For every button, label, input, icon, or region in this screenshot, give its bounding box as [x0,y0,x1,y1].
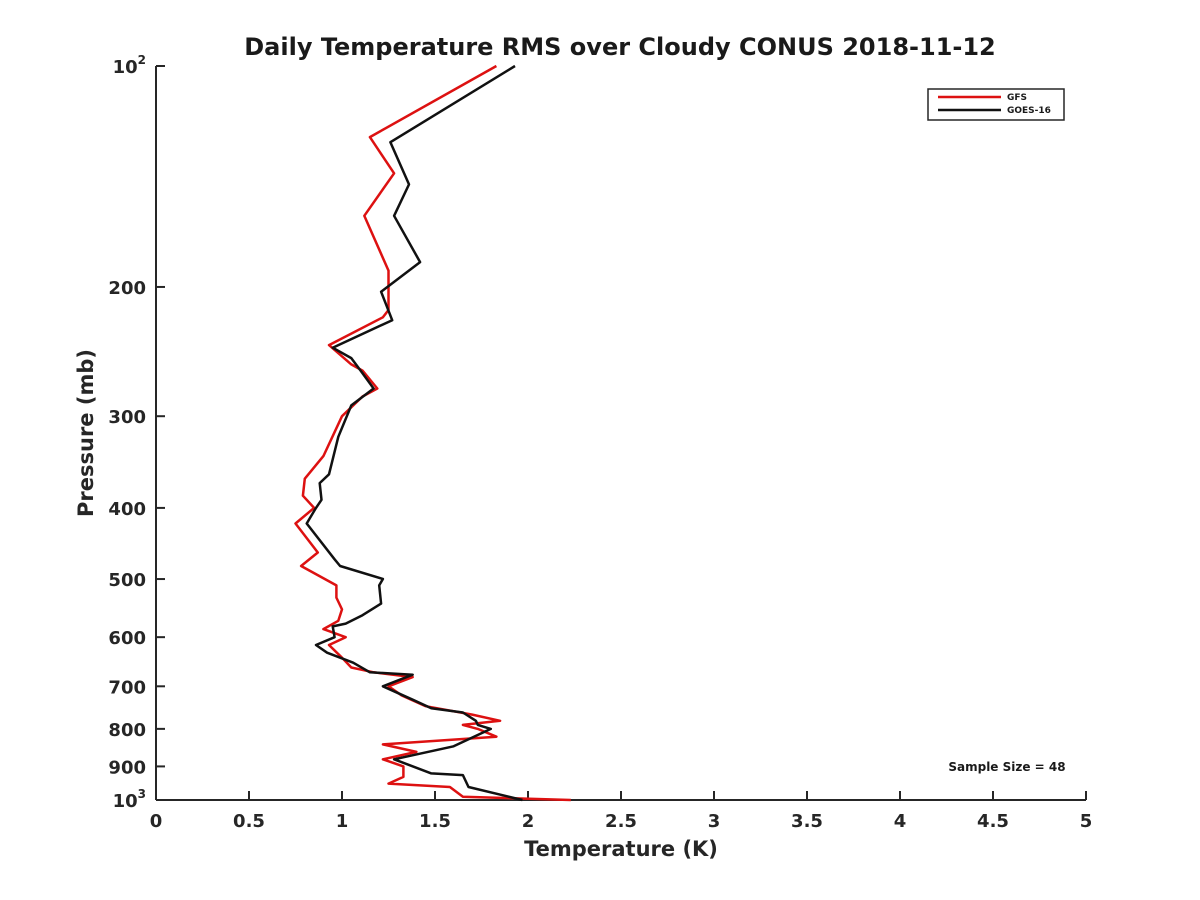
y-tick-label: 700 [108,677,146,698]
x-tick-label: 0.5 [233,811,265,832]
y-tick-label: 400 [108,499,146,520]
y-axis-ticks: 102 200 300 400 500 600 700 800 900 103 [108,53,165,812]
x-tick-label: 2 [522,811,535,832]
y-tick-label: 800 [108,720,146,741]
x-axis-ticks: 0 0.5 1 1.5 2 2.5 3 3.5 4 4.5 5 [150,791,1093,832]
y-tick-label: 600 [108,628,146,649]
y-tick-label: 300 [108,407,146,428]
x-tick-label: 3.5 [791,811,823,832]
legend-box [927,88,1065,121]
x-tick-label: 2.5 [605,811,637,832]
x-tick-label: 0 [150,811,163,832]
legend: GFS GOES-16 [927,88,1065,121]
y-tick-label: 900 [108,757,146,778]
x-tick-label: 4.5 [977,811,1009,832]
legend-label-gfs: GFS [1007,93,1027,103]
y-tick-label: 200 [108,278,146,299]
legend-label-goes-16: GOES-16 [1007,106,1051,116]
series-line-goes-16 [305,64,523,802]
chart-title: Daily Temperature RMS over Cloudy CONUS … [244,33,996,61]
x-tick-label: 4 [894,811,907,832]
x-tick-label: 1 [336,811,349,832]
y-axis-label: Pressure (mb) [74,349,98,517]
x-tick-label: 3 [708,811,721,832]
y-tick-label: 103 [113,787,146,812]
sample-size-annotation: Sample Size = 48 [948,760,1065,774]
x-axis-label: Temperature (K) [524,837,718,861]
y-tick-label: 500 [108,570,146,591]
plot-area [155,66,1086,801]
series-line-gfs [294,64,571,802]
series-lines [294,64,571,802]
x-tick-label: 1.5 [419,811,451,832]
y-tick-label: 102 [113,53,146,78]
x-tick-label: 5 [1080,811,1093,832]
